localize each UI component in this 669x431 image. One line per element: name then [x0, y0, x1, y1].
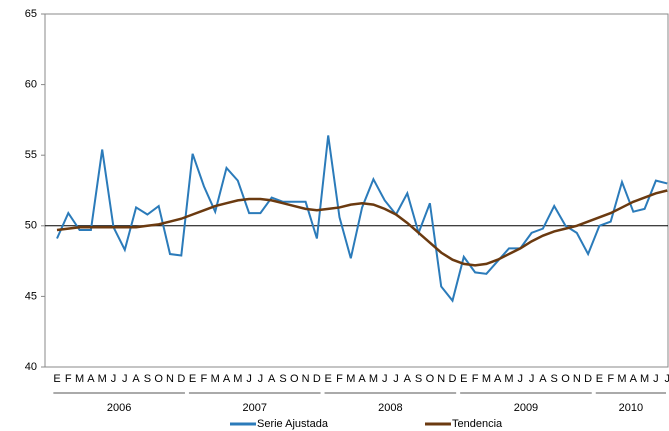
series-line: [56, 189, 668, 267]
plot-frame: [44, 13, 669, 368]
x-tick-label: M: [640, 373, 649, 385]
y-tick-label: 55: [25, 149, 37, 161]
x-tick-label: D: [449, 373, 457, 385]
x-tick-label: J: [246, 373, 252, 385]
x-tick-label: J: [653, 373, 659, 385]
year-label: 2009: [514, 402, 538, 414]
x-tick-label: M: [482, 373, 491, 385]
x-tick-label: M: [346, 373, 355, 385]
x-tick-label: M: [75, 373, 84, 385]
y-tick-label: 50: [25, 220, 37, 232]
x-tick-label: S: [279, 373, 286, 385]
y-tick-label: 40: [25, 361, 37, 373]
x-tick-label: A: [630, 373, 638, 385]
x-tick-label: A: [404, 373, 412, 385]
x-tick-label: M: [98, 373, 107, 385]
x-tick-label: S: [415, 373, 422, 385]
y-tick-label: 65: [25, 8, 37, 20]
x-tick-label: J: [382, 373, 388, 385]
x-tick-label: S: [551, 373, 558, 385]
x-tick-label: D: [177, 373, 185, 385]
x-tick-label: M: [233, 373, 242, 385]
x-tick-label: E: [53, 373, 60, 385]
x-tick-label: F: [336, 373, 343, 385]
year-label: 2010: [619, 402, 643, 414]
x-tick-label: D: [584, 373, 592, 385]
x-tick-label: F: [607, 373, 614, 385]
x-tick-label: A: [223, 373, 231, 385]
x-tick-label: A: [87, 373, 95, 385]
x-tick-label: E: [460, 373, 467, 385]
x-tick-label: M: [211, 373, 220, 385]
x-tick-label: A: [539, 373, 547, 385]
x-tick-label: J: [393, 373, 399, 385]
x-tick-label: N: [573, 373, 581, 385]
x-tick-label: M: [369, 373, 378, 385]
x-tick-label: F: [472, 373, 479, 385]
x-tick-label: E: [596, 373, 603, 385]
x-tick-label: E: [189, 373, 196, 385]
y-tick-label: 45: [25, 290, 37, 302]
x-tick-label: J: [122, 373, 128, 385]
x-tick-label: J: [664, 373, 669, 385]
x-tick-label: F: [201, 373, 208, 385]
x-tick-label: E: [325, 373, 332, 385]
year-label: 2007: [243, 402, 267, 414]
x-tick-label: M: [617, 373, 626, 385]
x-tick-label: D: [313, 373, 321, 385]
x-tick-label: J: [529, 373, 535, 385]
legend-label: Tendencia: [452, 418, 503, 430]
x-tick-label: A: [132, 373, 140, 385]
x-tick-label: O: [154, 373, 163, 385]
x-tick-label: F: [65, 373, 72, 385]
x-tick-label: A: [494, 373, 502, 385]
year-label: 2006: [107, 402, 131, 414]
x-tick-label: J: [258, 373, 264, 385]
series-line: [56, 135, 668, 303]
x-tick-label: A: [358, 373, 366, 385]
x-tick-label: O: [561, 373, 570, 385]
x-tick-label: O: [426, 373, 435, 385]
x-tick-label: A: [268, 373, 276, 385]
y-tick-label: 60: [25, 79, 37, 91]
x-tick-label: O: [290, 373, 299, 385]
x-tick-label: J: [111, 373, 117, 385]
x-tick-label: N: [437, 373, 445, 385]
x-tick-label: N: [166, 373, 174, 385]
x-tick-label: S: [144, 373, 151, 385]
year-label: 2008: [378, 402, 402, 414]
x-tick-label: N: [302, 373, 310, 385]
x-tick-label: J: [518, 373, 524, 385]
x-tick-label: M: [504, 373, 513, 385]
legend-label: Serie Ajustada: [257, 418, 329, 430]
